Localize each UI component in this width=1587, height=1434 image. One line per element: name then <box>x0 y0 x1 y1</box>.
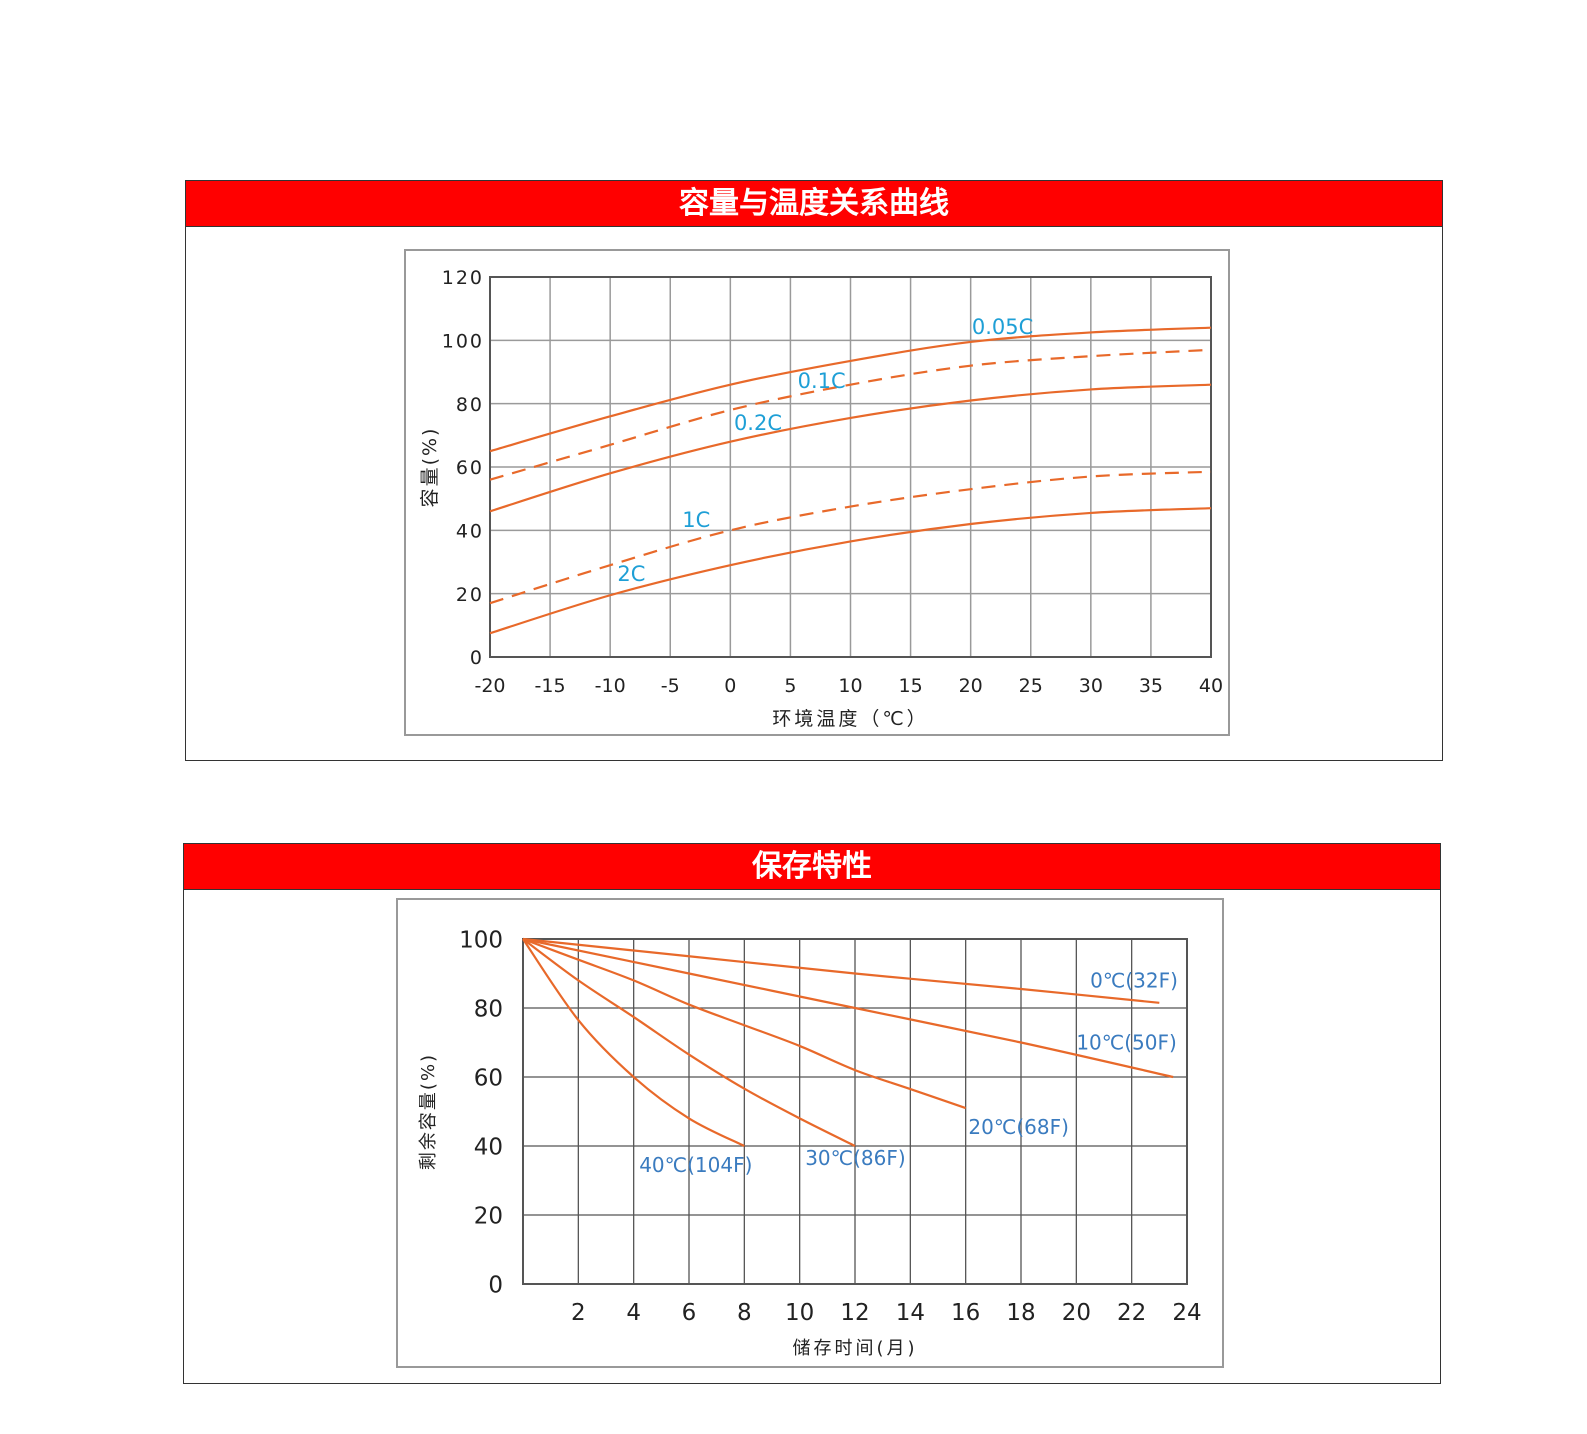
x-tick-label: 40 <box>1199 675 1223 697</box>
series-label: 0.1C <box>798 369 846 393</box>
x-tick-label: 8 <box>737 1300 752 1326</box>
series-line <box>522 937 1160 1004</box>
capacity-temperature-chart: 0 20 40 60 80 100 120 -20 -15 -10 -5 0 5 10 15 20 25 30 35… <box>404 249 1230 736</box>
y-tick-label: 20 <box>474 1204 503 1230</box>
y-tick-label: 100 <box>442 331 484 353</box>
x-tick-label: 25 <box>1019 675 1043 697</box>
series-line <box>522 937 967 1110</box>
y-tick-label: 60 <box>474 1066 503 1092</box>
x-tick-label: 24 <box>1172 1300 1201 1326</box>
y-tick-label: 100 <box>459 928 503 954</box>
x-tick-label: 35 <box>1139 675 1163 697</box>
series-line <box>522 938 856 1147</box>
x-tick-label: 20 <box>1062 1300 1091 1326</box>
series-label: 1C <box>682 508 710 532</box>
x-tick-label: -5 <box>661 675 680 697</box>
series-label: 0℃(32F) <box>1090 968 1178 992</box>
x-tick-label: 22 <box>1117 1300 1146 1326</box>
y-tick-label: 60 <box>456 457 484 479</box>
y-tick-label: 20 <box>456 584 484 606</box>
y-tick-label: 120 <box>442 267 484 289</box>
y-tick-label: 0 <box>470 647 484 669</box>
y-axis-label: 容量(%) <box>419 427 441 508</box>
x-tick-label: -20 <box>474 675 505 697</box>
series-line <box>489 470 1212 605</box>
panel-title: 保存特性 <box>184 844 1440 890</box>
series-line <box>522 937 1174 1079</box>
y-axis-label: 剩余容量(%) <box>418 1053 439 1170</box>
x-tick-label: 20 <box>959 675 983 697</box>
x-tick-label: 16 <box>951 1300 980 1326</box>
x-tick-label: -15 <box>535 675 566 697</box>
y-tick-label: 40 <box>474 1135 503 1161</box>
x-tick-label: 4 <box>626 1300 641 1326</box>
series-label: 40℃(104F) <box>639 1153 752 1177</box>
series-label: 0.05C <box>972 315 1033 339</box>
y-tick-label: 80 <box>456 394 484 416</box>
series-line <box>489 507 1212 635</box>
x-tick-label: -10 <box>595 675 626 697</box>
x-tick-label: 12 <box>840 1300 869 1326</box>
plot-border <box>489 276 1212 658</box>
series-label: 0.2C <box>734 411 782 435</box>
series-line <box>522 938 745 1147</box>
plot-border <box>522 938 1188 1285</box>
series-label: 20℃(68F) <box>968 1115 1068 1139</box>
series-line <box>489 326 1212 453</box>
series-line <box>489 348 1212 481</box>
y-tick-label: 80 <box>474 997 503 1023</box>
y-tick-label: 0 <box>488 1273 503 1299</box>
x-tick-label: 2 <box>571 1300 586 1326</box>
y-tick-label: 40 <box>456 521 484 543</box>
x-tick-label: 6 <box>682 1300 697 1326</box>
panel-title: 容量与温度关系曲线 <box>186 181 1442 227</box>
x-tick-label: 5 <box>784 675 796 697</box>
chart-svg: 0 20 40 60 80 100 120 -20 -15 -10 -5 0 5 10 15 20 25 30 35… <box>419 267 1223 730</box>
series-label: 2C <box>617 562 645 586</box>
x-tick-label: 10 <box>838 675 862 697</box>
series-label: 10℃(50F) <box>1076 1030 1176 1054</box>
x-tick-label: 10 <box>785 1300 814 1326</box>
x-tick-label: 30 <box>1079 675 1103 697</box>
x-axis-label: 环境温度（℃） <box>772 708 928 730</box>
x-axis-label: 储存时间(月) <box>792 1338 917 1359</box>
x-tick-label: 0 <box>724 675 736 697</box>
x-tick-label: 14 <box>896 1300 925 1326</box>
series-label: 30℃(86F) <box>805 1146 905 1170</box>
x-tick-label: 15 <box>898 675 922 697</box>
x-tick-label: 18 <box>1006 1300 1035 1326</box>
storage-chart: 0 20 40 60 80 100 2 4 6 8 10 12 14 16 18 20 22 24 储存时间(月) 剩… <box>396 898 1224 1368</box>
series-line <box>489 383 1212 513</box>
